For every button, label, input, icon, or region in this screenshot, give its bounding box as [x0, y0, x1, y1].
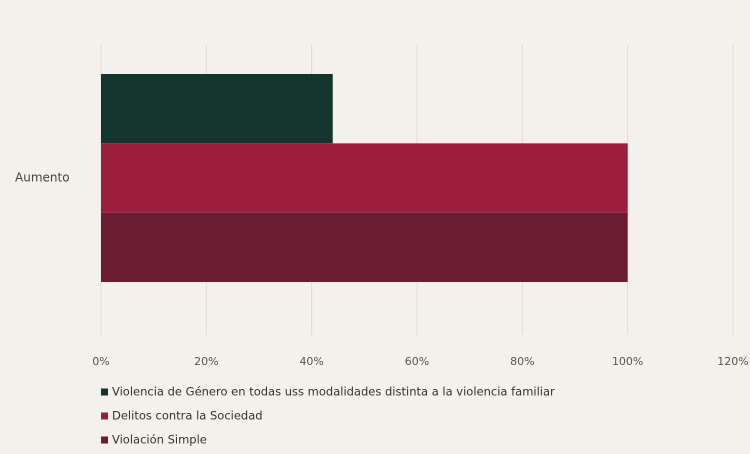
legend-swatch	[101, 388, 108, 396]
legend-label: Violación Simple	[112, 433, 207, 447]
bar	[101, 212, 628, 282]
legend-swatch	[101, 412, 108, 420]
legend-swatch	[101, 436, 108, 444]
x-tick-label: 60%	[405, 355, 429, 368]
x-tick-label: 100%	[612, 355, 643, 368]
legend-label: Delitos contra la Sociedad	[112, 409, 263, 423]
legend-label: Violencia de Género en todas uss modalid…	[112, 385, 555, 399]
legend: Violencia de Género en todas uss modalid…	[101, 385, 555, 447]
x-tick-label: 40%	[299, 355, 323, 368]
bar	[101, 74, 333, 144]
x-tick-label: 80%	[510, 355, 534, 368]
y-tick-label: Aumento	[15, 171, 70, 185]
bar	[101, 143, 628, 213]
x-tick-label: 120%	[717, 355, 748, 368]
x-tick-label: 20%	[194, 355, 218, 368]
x-tick-label: 0%	[92, 355, 109, 368]
